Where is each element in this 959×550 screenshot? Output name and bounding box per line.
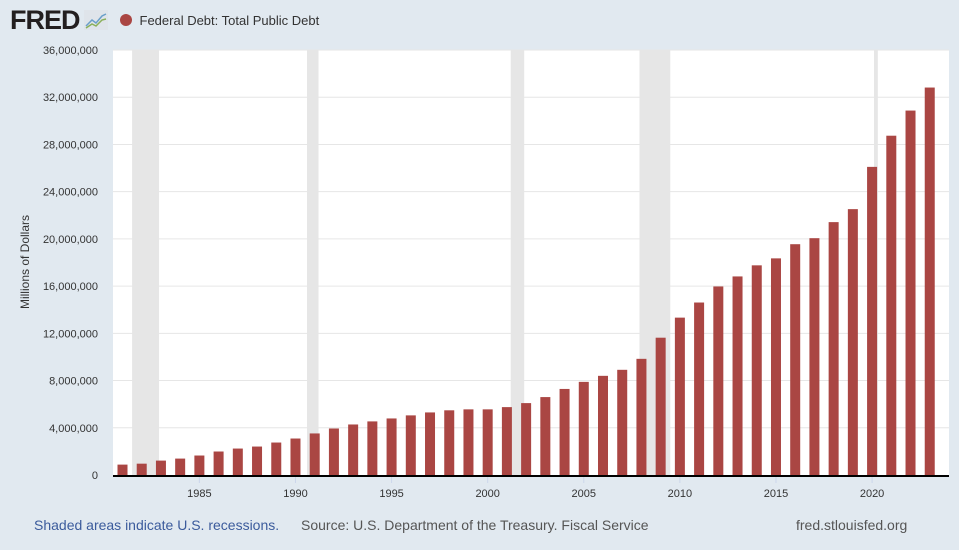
bar-1986 [213,451,224,475]
bar-1985 [194,455,205,475]
bar-2023 [924,87,935,476]
bar-2004 [559,388,570,475]
bar-2012 [713,286,724,475]
x-tick-label: 2010 [668,488,692,500]
recession-band [307,50,319,475]
fred-graph-icon [83,10,108,30]
bar-1982 [136,463,147,475]
bar-2022 [905,110,916,475]
y-tick-label: 28,000,000 [43,139,98,151]
bar-1990 [290,438,301,475]
bar-2020 [867,166,878,475]
bar-2009 [655,337,666,475]
bar-2006 [598,375,608,475]
bar-1995 [386,418,397,475]
bar-1984 [175,458,186,475]
bar-1988 [252,446,263,475]
bar-1992 [328,428,339,475]
y-tick-label: 12,000,000 [43,328,98,340]
bar-1987 [232,448,243,475]
fred-logo[interactable]: FRED [10,4,80,35]
chart: 0 4,000,000 8,000,000 12,000,000 16,000,000 2… [43,45,949,500]
bar-2021 [886,135,897,476]
site-link[interactable]: fred.stlouisfed.org [796,517,908,533]
bar-2018 [828,222,839,475]
x-tick-label: 1985 [187,488,211,500]
y-tick-label: 0 [92,470,98,482]
x-tick-label: 1990 [283,488,307,500]
bar-1991 [309,433,320,475]
y-tick-label: 20,000,000 [43,234,98,246]
x-tick-label: 2000 [475,488,499,500]
bar-2013 [732,276,743,475]
x-tick-label: 1995 [379,488,403,500]
x-tick-label: 2015 [764,488,788,500]
bar-2002 [521,403,532,475]
series-title[interactable]: Federal Debt: Total Public Debt [139,12,320,28]
bar-2011 [694,302,705,475]
bar-2016 [790,244,801,475]
bar-2015 [770,258,781,475]
bar-1993 [348,424,359,475]
y-tick-label: 8,000,000 [49,376,98,388]
bar-2010 [674,317,685,475]
bar-1996 [405,415,416,475]
bar-2001 [501,407,512,475]
recession-band [510,50,525,475]
y-tick-label: 4,000,000 [49,423,98,435]
bar-2017 [809,238,820,475]
bar-2008 [636,358,647,475]
bar-2007 [617,369,628,475]
bar-2003 [540,397,551,475]
bar-2005 [578,381,589,475]
bar-2000 [482,409,493,475]
recession-note: Shaded areas indicate U.S. recessions. [34,517,280,533]
bar-1983 [155,460,166,475]
bar-1999 [463,409,474,475]
legend-marker [119,14,132,26]
chart-header: FRED Federal Debt: Total Public Debt [10,4,320,35]
bar-2014 [751,265,762,475]
y-tick-label: 24,000,000 [43,187,98,199]
bar-1981 [117,464,128,475]
bar-1989 [271,442,282,475]
bar-2019 [847,209,858,475]
source-note: Source: U.S. Department of the Treasury.… [301,517,649,533]
bar-1994 [367,421,378,475]
bar-1997 [425,412,436,475]
y-tick-label: 32,000,000 [43,92,98,104]
bar-1998 [444,410,455,475]
x-tick-label: 2005 [572,488,596,500]
x-tick-label: 2020 [860,488,884,500]
y-tick-label: 36,000,000 [43,45,98,57]
y-tick-label: 16,000,000 [43,281,98,293]
recession-band [132,50,160,475]
